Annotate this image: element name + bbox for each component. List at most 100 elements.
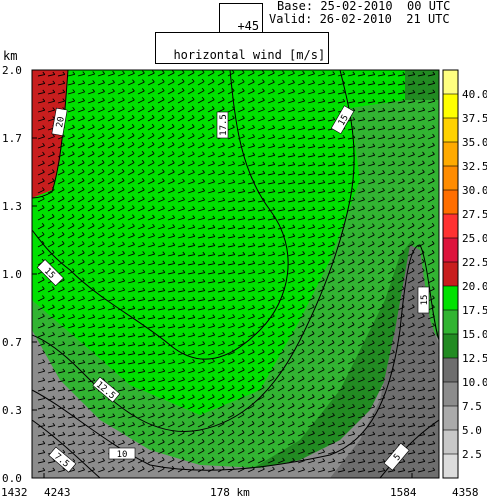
wind-barb-head: [132, 241, 135, 245]
wind-barb-head: [72, 458, 76, 462]
wind-barb-head: [341, 349, 345, 353]
wind-barb-head: [221, 402, 225, 407]
wind-barb: [137, 415, 145, 419]
wind-barb: [57, 225, 65, 230]
wind-barb: [187, 254, 195, 257]
wind-barb-head: [231, 393, 235, 398]
wind-barb: [387, 279, 395, 284]
wind-barb: [97, 171, 105, 176]
wind-barb: [147, 424, 155, 428]
wind-barb: [87, 389, 95, 392]
wind-barb: [177, 396, 185, 401]
wind-barb-head: [152, 359, 156, 363]
wind-barb: [247, 298, 255, 302]
wind-barb-head: [392, 143, 396, 147]
wind-barb-head: [242, 161, 246, 165]
wind-barb-head: [212, 323, 216, 327]
wind-barb: [67, 279, 75, 284]
wind-barb-head: [141, 196, 145, 200]
wind-barb: [397, 118, 405, 122]
wind-barb-head: [102, 79, 105, 83]
wind-barb-head: [352, 214, 355, 218]
wind-barb: [427, 225, 435, 230]
y-tick-label: 1.0: [2, 268, 22, 281]
wind-barb-head: [302, 170, 306, 174]
wind-barb-head: [181, 87, 185, 91]
wind-barb: [317, 306, 325, 311]
wind-barb: [267, 432, 275, 437]
wind-barb-head: [62, 295, 65, 299]
wind-barb: [387, 261, 395, 266]
wind-barb: [67, 434, 75, 437]
wind-barb-head: [181, 439, 185, 443]
wind-barb: [407, 100, 415, 104]
wind-barb-head: [372, 134, 376, 138]
wind-barb: [337, 217, 345, 221]
wind-barb-head: [311, 330, 315, 334]
wind-barb-head: [362, 98, 366, 102]
wind-barb: [77, 109, 85, 113]
wind-barb: [147, 162, 155, 167]
wind-barb: [367, 225, 375, 230]
wind-barb-head: [322, 277, 325, 281]
wind-barb-head: [251, 79, 255, 83]
wind-barb-head: [162, 196, 165, 200]
wind-barb: [237, 245, 245, 248]
wind-barb: [297, 451, 305, 455]
wind-barb: [217, 218, 225, 221]
contour-label-box: [330, 105, 355, 135]
wind-barb: [127, 298, 135, 302]
wind-barb: [237, 459, 245, 464]
wind-barb: [47, 189, 55, 194]
wind-barb-head: [132, 287, 136, 291]
wind-barb: [177, 352, 185, 356]
wind-barb-head: [262, 152, 266, 156]
wind-barb-head: [102, 350, 106, 354]
wind-barb-head: [52, 160, 55, 164]
wind-barb: [207, 199, 215, 203]
wind-barb: [247, 163, 255, 167]
wind-barb-head: [271, 384, 275, 388]
wind-barb: [247, 459, 255, 464]
wind-barb: [337, 360, 345, 365]
wind-barb: [127, 371, 135, 374]
wind-barb: [157, 271, 165, 275]
wind-barb-head: [362, 467, 366, 471]
wind-barb: [67, 207, 75, 212]
wind-barb: [77, 162, 85, 167]
wind-barb-head: [82, 404, 86, 408]
wind-barb: [47, 407, 55, 410]
wind-barb: [217, 459, 225, 464]
wind-barb-head: [381, 294, 385, 298]
wind-barb-head: [121, 159, 125, 163]
wind-barb-head: [312, 268, 315, 272]
wind-barb: [277, 136, 285, 140]
wind-barb-head: [42, 404, 46, 408]
wind-barb-head: [182, 323, 186, 327]
wind-barb-head: [432, 431, 436, 435]
wind-barb-head: [112, 250, 115, 254]
wind-barb: [147, 72, 155, 77]
wind-barb-head: [92, 250, 95, 254]
wind-barb: [37, 416, 45, 419]
wind-barb: [167, 235, 175, 239]
wind-barb: [327, 190, 335, 194]
wind-barb: [137, 162, 145, 167]
wind-barb: [287, 280, 295, 284]
wind-barb-head: [232, 251, 236, 255]
wind-barb-head: [432, 404, 436, 408]
wind-barb: [227, 316, 235, 320]
wind-barb-head: [182, 287, 186, 291]
wind-barb-head: [162, 377, 166, 381]
wind-barb: [327, 442, 335, 446]
wind-barb: [357, 388, 365, 392]
wind-barb: [57, 144, 65, 149]
wind-barb: [297, 217, 305, 221]
wind-barb: [367, 74, 375, 77]
wind-barb: [197, 290, 205, 293]
wind-barb-head: [431, 204, 435, 208]
wind-barb-head: [402, 187, 405, 191]
wind-barb: [347, 369, 355, 374]
wind-barb-head: [232, 151, 235, 156]
wind-barb: [347, 288, 355, 293]
